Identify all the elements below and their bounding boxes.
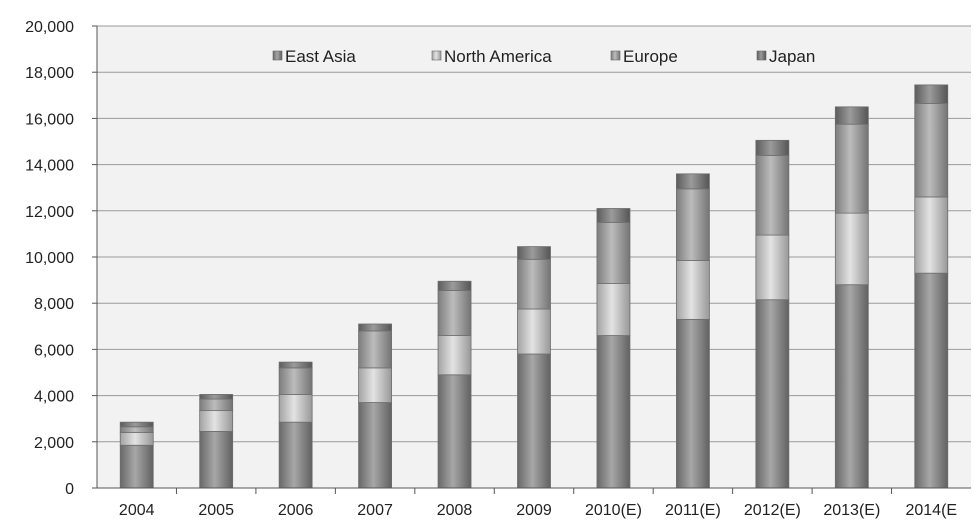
bar-segment [199, 394, 234, 400]
bar-segment [437, 290, 472, 336]
y-tick-label: 18,000 [25, 65, 74, 82]
bar-segment [358, 330, 392, 369]
y-tick-label: 12,000 [25, 204, 74, 221]
bar-segment [437, 374, 472, 489]
y-tick-label: 4,000 [34, 389, 74, 406]
bar-segment [914, 272, 949, 489]
bar-segment [596, 208, 631, 223]
x-tick-label: 2004 [119, 502, 155, 519]
bar-segment [834, 284, 869, 489]
legend-swatch [756, 50, 767, 61]
legend-label: Europe [623, 47, 678, 66]
bar-segment [596, 283, 631, 336]
bar-segment [834, 212, 869, 286]
y-tick-label: 8,000 [34, 296, 74, 313]
bar-segment [358, 323, 392, 332]
x-tick-label: 2007 [357, 502, 393, 519]
bar-segment [834, 106, 869, 125]
y-tick-label: 6,000 [34, 342, 74, 359]
bar-segment [676, 173, 710, 190]
x-tick-label: 2008 [437, 502, 473, 519]
bar-segment [755, 234, 790, 301]
bar-segment [755, 139, 790, 156]
bar-segment [199, 398, 234, 412]
y-tick-label: 10,000 [25, 250, 74, 267]
axes [96, 26, 971, 489]
bar-segment [596, 335, 631, 489]
bar-segment [199, 431, 234, 489]
bar-segment [676, 318, 710, 489]
bar-segment [278, 367, 313, 395]
bar-segment [755, 299, 790, 489]
bar-segment [596, 221, 631, 284]
x-tick-label: 2006 [278, 502, 314, 519]
legend-swatch [610, 50, 621, 61]
bar-segment [119, 426, 154, 433]
bar-segment [914, 102, 949, 198]
bar-segment [676, 260, 710, 320]
y-tick-label: 2,000 [34, 435, 74, 452]
x-tick-label: 2011(E) [665, 502, 721, 519]
bar-segment [914, 84, 949, 104]
bar-segment [437, 335, 472, 376]
legend-swatch [272, 50, 283, 61]
bar-segment [278, 421, 313, 489]
bar-segment [119, 421, 154, 428]
legend-swatch [431, 50, 442, 61]
bar-segment [119, 444, 154, 489]
legend-label: East Asia [285, 47, 356, 66]
y-axis-ticks: 0 2,000 4,000 6,000 8,000 10,000 12,000 14,000 1… [25, 19, 97, 498]
bar-segment [517, 246, 551, 260]
x-tick-label: 2012(E) [744, 502, 801, 519]
bar-segment [834, 123, 869, 214]
x-tick-label: 2013(E) [823, 502, 880, 519]
y-tick-label: 0 [65, 481, 74, 498]
x-tick-label: 2010(E) [585, 502, 642, 519]
bar-segment [676, 188, 710, 261]
y-tick-label: 20,000 [25, 19, 74, 36]
bar-segment [517, 353, 551, 489]
x-axis-ticks: 2004 2005 2006 2007 2008 2009 2010(E) 2011(E) 20… [119, 488, 957, 519]
bar-segment [119, 432, 154, 446]
y-tick-label: 16,000 [25, 111, 74, 128]
bar-segment [358, 367, 392, 403]
legend-label: North America [444, 47, 552, 66]
bar-segment [358, 402, 392, 489]
x-tick-label: 2009 [516, 502, 552, 519]
bar-segment [199, 410, 234, 432]
bar-segment [278, 394, 313, 423]
y-tick-label: 14,000 [25, 158, 74, 175]
bar-segment [437, 280, 472, 291]
bar-segment [278, 361, 313, 369]
bar-segment [517, 308, 551, 355]
bar-segment [914, 196, 949, 274]
legend-label: Japan [769, 47, 815, 66]
bars [119, 84, 949, 489]
x-tick-label: 2005 [198, 502, 234, 519]
bar-segment [517, 258, 551, 310]
x-tick-label: 2014(E [905, 502, 957, 519]
legend: East Asia North America Europe Japan [272, 47, 815, 66]
bar-segment [755, 154, 790, 236]
